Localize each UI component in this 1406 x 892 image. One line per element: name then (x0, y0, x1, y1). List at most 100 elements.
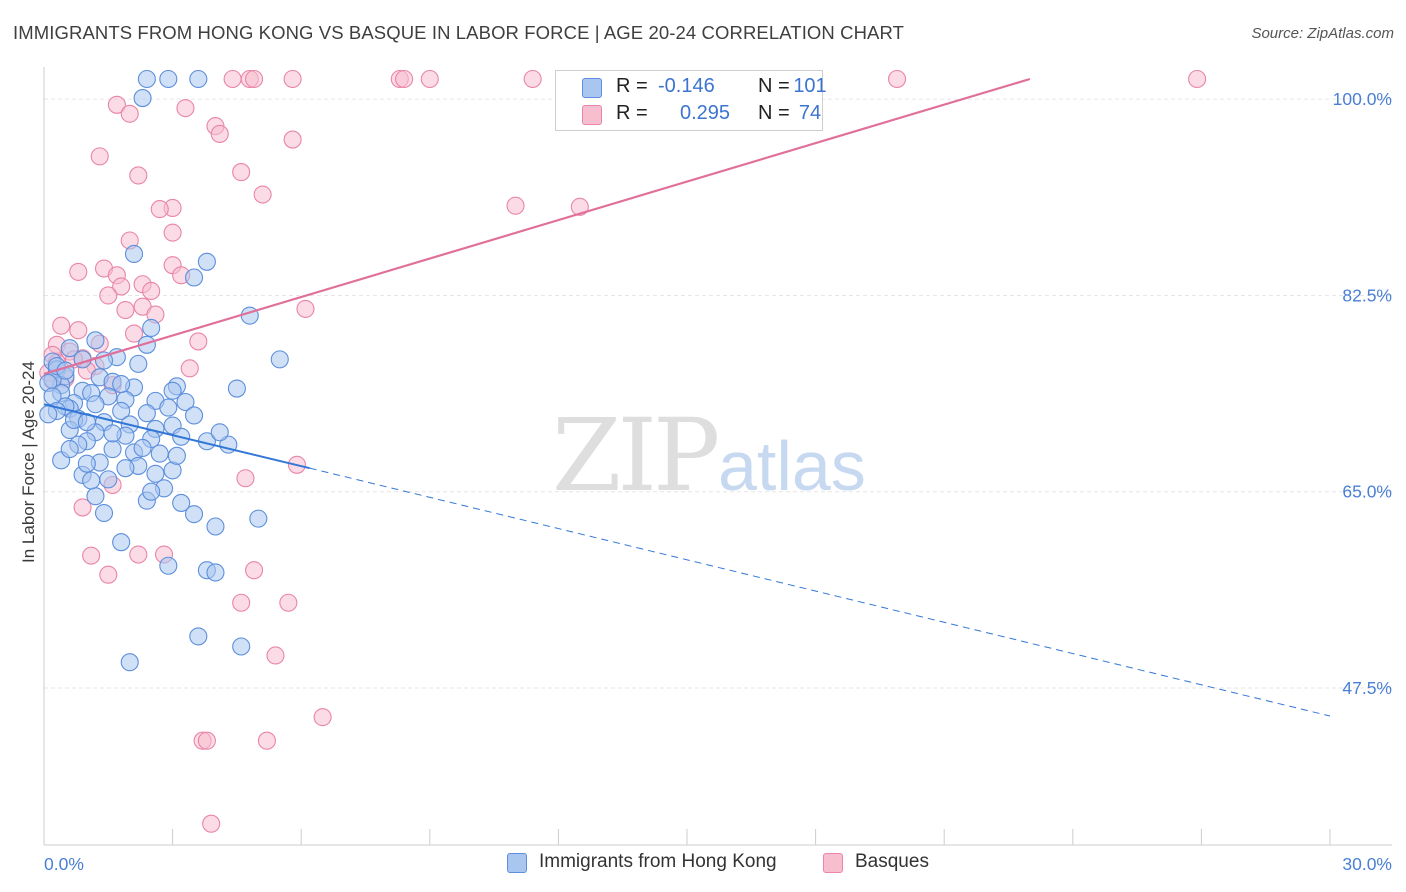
hong-kong-point (124, 244, 144, 264)
basques-point (99, 286, 118, 305)
basques-point (570, 197, 589, 216)
y-tick-label: 65.0% (1342, 482, 1392, 502)
basques-point (395, 69, 414, 89)
basques-point (202, 814, 221, 833)
hong-kong-point (184, 406, 204, 425)
bottom-legend-label: Basques (855, 851, 929, 872)
hong-kong-point (159, 398, 178, 417)
watermark-zip: ZIP (552, 397, 717, 514)
basques-point (253, 185, 272, 204)
hong-kong-point (270, 350, 289, 369)
hong-kong-point (142, 318, 161, 338)
hong-kong-point (120, 653, 139, 672)
basques-point (99, 565, 118, 584)
basques-point (112, 277, 131, 296)
chart-title: IMMIGRANTS FROM HONG KONG VS BASQUE IN L… (13, 22, 905, 43)
source-label: Source: ZipAtlas.com (1251, 25, 1394, 42)
legend-r-value: 0.295 (680, 102, 731, 124)
basques-point (82, 546, 101, 565)
hong-kong-point (206, 517, 225, 536)
y-tick-label: 47.5% (1342, 678, 1392, 698)
hong-kong-point (39, 405, 58, 424)
basques-point (506, 196, 525, 215)
hong-kong-point (172, 493, 191, 512)
basques-point (176, 99, 195, 118)
legend-swatch-pink (823, 853, 843, 873)
y-axis-label: In Labor Force | Age 20-24 (19, 361, 38, 563)
hong-kong-point (86, 487, 105, 506)
axes (43, 67, 1392, 846)
watermark-atlas: atlas (718, 427, 866, 505)
basques-point (197, 731, 216, 750)
hong-kong-point (159, 556, 178, 575)
hong-kong-point (232, 637, 251, 656)
basques-point (180, 359, 199, 378)
hong-kong-point (129, 354, 148, 373)
hong-kong-point (103, 424, 122, 443)
hong-kong-point (210, 423, 229, 442)
y-tick-labels: 100.0% 82.5% 65.0% 47.5% (1333, 89, 1392, 698)
hong-kong-point (112, 401, 131, 421)
hong-kong-point (189, 69, 208, 89)
basques-point (69, 321, 88, 340)
hong-kong-point (103, 440, 122, 459)
x-tick-label: 30.0% (1342, 854, 1392, 874)
basques-point (244, 561, 264, 580)
hong-kong-point (184, 505, 204, 524)
legend-swatch-blue (582, 78, 602, 98)
legend-n-label: N = (758, 102, 790, 124)
hong-kong-point (197, 252, 216, 271)
basques-point (142, 281, 161, 301)
basques-point (124, 324, 144, 343)
hong-kong-point (227, 379, 246, 398)
hong-kong-point (116, 459, 135, 478)
legend-n-label: N = (758, 75, 790, 97)
basques-point (420, 69, 439, 89)
basques-point (232, 163, 251, 182)
basques-point (283, 130, 302, 149)
basques-point (244, 69, 264, 89)
legend-swatch-pink (582, 105, 602, 125)
hong-kong-point (77, 454, 96, 473)
basques-point (129, 166, 148, 185)
basques-point (236, 469, 255, 488)
legend-r-label: R = (616, 102, 648, 124)
basques-point (150, 200, 169, 219)
basques-point (120, 104, 139, 123)
y-tick-label: 100.0% (1333, 89, 1392, 109)
hong-kong-point (133, 438, 152, 458)
basques-point (283, 69, 302, 89)
hong-kong-point (137, 404, 156, 423)
basques-point (210, 124, 229, 144)
bottom-legend-label: Immigrants from Hong Kong (539, 851, 777, 872)
x-tick-labels: 0.0% 30.0% (44, 854, 1392, 874)
basques-point (116, 300, 135, 320)
hong-kong-point (99, 470, 118, 489)
hong-kong-point (206, 563, 225, 582)
hong-kong-trend-extension (309, 467, 1331, 717)
basques-point (257, 731, 276, 750)
hong-kong-point (150, 444, 169, 463)
hong-kong-point (249, 509, 268, 528)
hong-kong-point (189, 627, 208, 646)
hong-kong-points (39, 69, 289, 672)
basques-point (52, 316, 71, 335)
y-tick-label: 82.5% (1342, 285, 1392, 305)
basques-point (163, 223, 182, 242)
basques-point (232, 593, 251, 612)
hong-kong-trend-line (43, 403, 311, 470)
legend-swatch-blue (507, 853, 527, 873)
hong-kong-point (184, 268, 204, 287)
basques-point (887, 69, 907, 89)
basques-point (129, 545, 148, 564)
basques-point (73, 498, 92, 517)
hong-kong-point (82, 471, 101, 490)
hong-kong-point (112, 375, 131, 394)
hong-kong-point (94, 503, 114, 523)
basques-point (296, 299, 315, 318)
basques-point (223, 69, 242, 89)
hong-kong-point (86, 395, 105, 414)
basques-point (266, 646, 285, 665)
x-tick-label: 0.0% (44, 854, 84, 874)
